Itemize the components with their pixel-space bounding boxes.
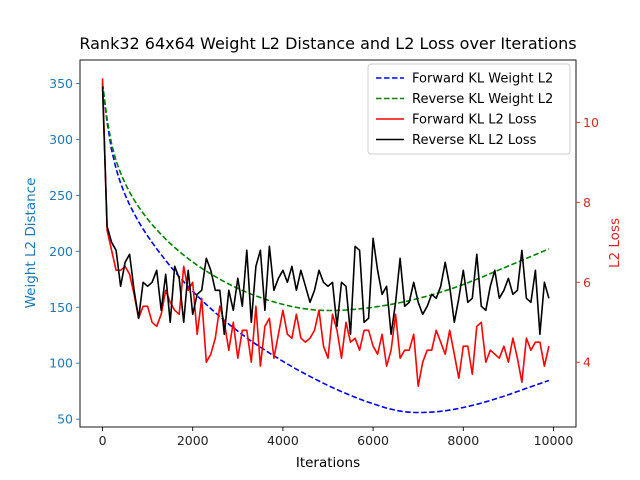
left-y-tick-label: 250 <box>49 188 73 203</box>
series-lines <box>101 78 550 414</box>
series-line-3 <box>101 78 550 388</box>
x-tick-label: 4000 <box>267 433 299 448</box>
left-y-axis-label: Weight L2 Distance <box>23 178 39 309</box>
right-y-axis-label: L2 Loss <box>607 218 623 268</box>
right-y-tick-label: 8 <box>583 195 591 210</box>
x-tick-label: 0 <box>99 433 107 448</box>
legend-label-3: Forward KL L2 Loss <box>412 113 537 128</box>
x-tick-label: 10000 <box>534 433 574 448</box>
left-y-tick-label: 50 <box>57 412 73 427</box>
legend-box <box>367 63 571 155</box>
legend-label-2: Reverse KL Weight L2 <box>412 92 553 107</box>
left-y-tick-label: 200 <box>49 244 73 259</box>
legend: Forward KL Weight L2 Reverse KL Weight L2… <box>367 63 571 155</box>
left-y-tick-label: 300 <box>49 132 73 147</box>
right-y-tick-label: 6 <box>583 275 591 290</box>
series-line-4 <box>101 86 550 336</box>
legend-label-4: Reverse KL L2 Loss <box>412 133 537 148</box>
left-y-tick-label: 350 <box>49 76 73 91</box>
x-tick-label: 6000 <box>357 433 389 448</box>
x-tick-label: 8000 <box>447 433 479 448</box>
right-y-tick-label: 10 <box>583 115 599 130</box>
chart-title: Rank32 64x64 Weight L2 Distance and L2 L… <box>79 34 576 53</box>
axes: 0 2000 4000 6000 8000 10000 50 100 150 200 250 300 3… <box>49 59 599 448</box>
left-y-tick-label: 100 <box>49 356 73 371</box>
left-y-tick-label: 150 <box>49 300 73 315</box>
x-tick-label: 2000 <box>177 433 209 448</box>
x-axis-label: Iterations <box>296 455 360 471</box>
right-y-tick-label: 4 <box>583 355 591 370</box>
plot-frame <box>79 59 577 428</box>
legend-label-1: Forward KL Weight L2 <box>412 72 553 87</box>
